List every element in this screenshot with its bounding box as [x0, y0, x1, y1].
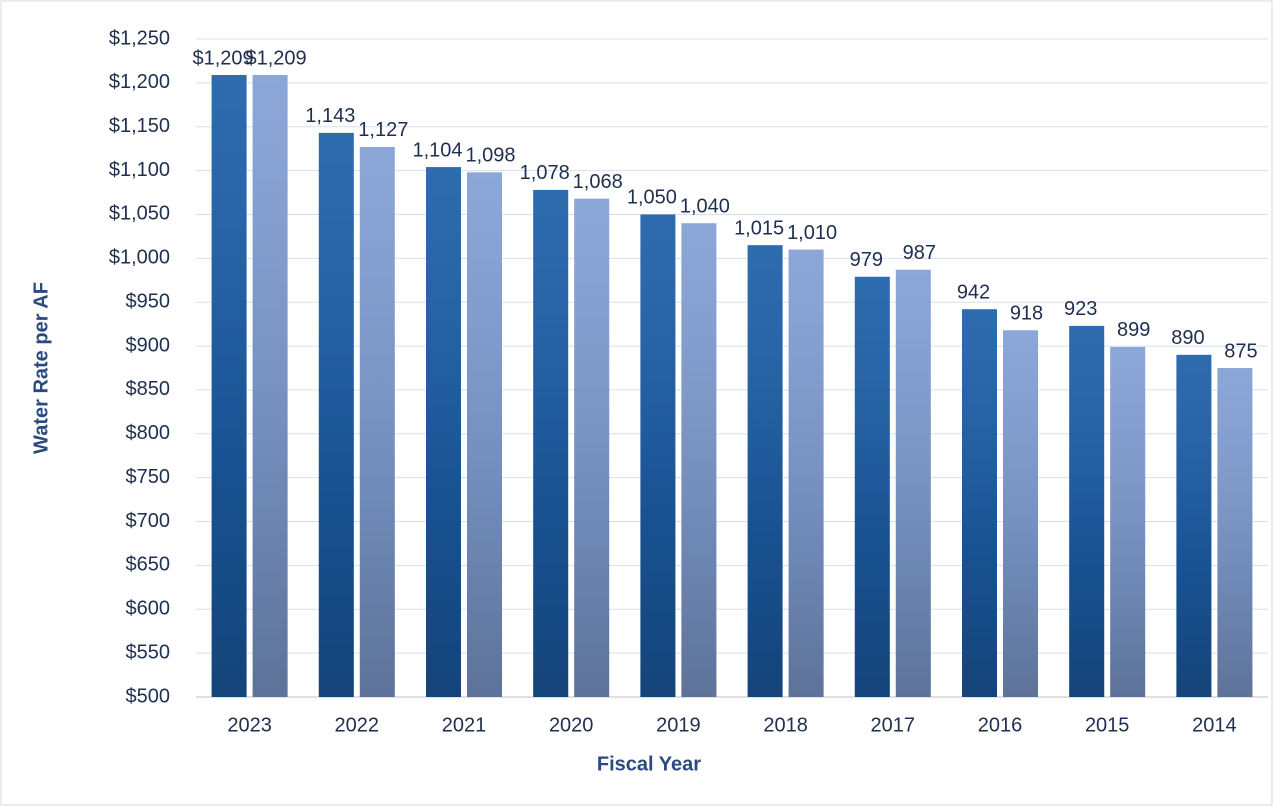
- y-tick-label: $1,200: [109, 71, 170, 93]
- data-label: 1,078: [520, 162, 570, 184]
- data-label: 1,098: [465, 145, 515, 167]
- bar-shade: [895, 269, 931, 697]
- data-label: 1,010: [787, 222, 837, 244]
- x-tick-label: 2015: [1085, 714, 1130, 736]
- x-tick-label: 2017: [871, 714, 916, 736]
- data-label: 1,068: [573, 171, 623, 193]
- data-label: 979: [850, 249, 883, 271]
- y-tick-label: $950: [126, 290, 171, 312]
- bar-shade: [747, 245, 783, 697]
- y-tick-label: $500: [126, 685, 171, 707]
- bar-shade: [359, 146, 395, 698]
- bar-shade: [854, 276, 890, 697]
- y-tick-label: $650: [126, 554, 171, 576]
- data-label: $1,209: [246, 47, 307, 69]
- y-tick-label: $1,150: [109, 115, 170, 137]
- bar-shade: [574, 198, 610, 697]
- bar-shade: [533, 189, 569, 697]
- bar-shade: [681, 223, 717, 698]
- y-tick-label: $850: [126, 378, 171, 400]
- y-tick-label: $600: [126, 598, 171, 620]
- data-label: 923: [1064, 298, 1097, 320]
- bar-shade: [640, 214, 676, 697]
- y-tick-label: $1,050: [109, 203, 170, 225]
- data-label: 1,104: [412, 139, 462, 161]
- bar-shade: [1176, 354, 1212, 697]
- bar-shade: [467, 172, 502, 697]
- data-label: 875: [1224, 340, 1257, 362]
- bar-shade: [426, 167, 461, 697]
- x-tick-label: 2023: [227, 714, 272, 736]
- x-tick-label: 2014: [1192, 714, 1237, 736]
- bar-shade: [962, 309, 997, 697]
- y-tick-label: $1,000: [109, 247, 170, 269]
- y-axis-title: Water Rate per AF: [30, 282, 52, 454]
- x-tick-label: 2020: [549, 714, 594, 736]
- y-tick-label: $1,250: [109, 27, 170, 49]
- x-axis-title: Fiscal Year: [597, 753, 701, 775]
- y-tick-label: $800: [126, 422, 171, 444]
- data-label: $1,209: [193, 47, 254, 69]
- data-label: 1,040: [680, 196, 730, 218]
- y-tick-label: $750: [126, 466, 171, 488]
- x-tick-label: 2016: [978, 714, 1023, 736]
- data-label: 1,143: [305, 105, 355, 127]
- bar-shade: [252, 74, 288, 698]
- y-tick-label: $550: [126, 641, 171, 663]
- data-label: 1,050: [627, 187, 677, 209]
- x-tick-label: 2019: [656, 714, 701, 736]
- bar-shade: [211, 74, 247, 698]
- bar-shade: [1003, 330, 1038, 697]
- data-label: 1,127: [358, 119, 408, 141]
- bar-shade: [1069, 325, 1105, 697]
- y-tick-label: $1,100: [109, 159, 170, 181]
- y-tick-label: $700: [126, 510, 171, 532]
- bar-shade: [318, 132, 354, 698]
- data-label: 918: [1010, 303, 1043, 325]
- bar-shade: [788, 249, 824, 697]
- bar-shade: [1110, 346, 1146, 697]
- y-tick-label: $900: [126, 334, 171, 356]
- data-label: 942: [957, 281, 990, 303]
- bar-shade: [1217, 368, 1253, 697]
- x-tick-label: 2021: [442, 714, 487, 736]
- data-label: 987: [903, 242, 936, 264]
- x-tick-label: 2018: [763, 714, 808, 736]
- x-tick-label: 2022: [335, 714, 380, 736]
- data-label: 1,015: [734, 217, 784, 239]
- data-label: 899: [1117, 319, 1150, 341]
- data-label: 890: [1171, 327, 1204, 349]
